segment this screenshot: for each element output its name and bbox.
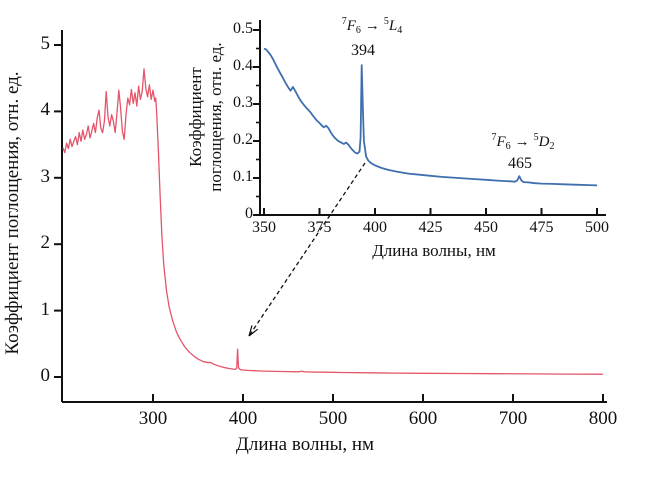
term-sub: 6 xyxy=(505,141,511,152)
main-y-axis-label: Коэффициент поглощения, отн. ед. xyxy=(2,71,23,355)
main-x-tick-300: 300 xyxy=(138,408,168,429)
inset-x-tick-400: 400 xyxy=(363,219,387,236)
term-sub: 2 xyxy=(549,141,555,152)
inset-y-tick-0.4: 0.4 xyxy=(233,57,253,74)
inset-x-tick-425: 425 xyxy=(418,219,443,236)
main-x-tick-800: 800 xyxy=(588,408,618,429)
inset-x-tick-475: 475 xyxy=(529,219,554,236)
inset-x-tick-500: 500 xyxy=(585,219,609,236)
inset-y-axis-label-line2: поглощения, отн. ед. xyxy=(206,42,225,192)
plot-line xyxy=(248,328,259,337)
main-spectrum-curve xyxy=(62,68,604,375)
right-arrow-glyph: → xyxy=(364,18,380,34)
term-sub: 6 xyxy=(355,25,361,36)
inset-y-axis-label-line1: Коэффициент xyxy=(186,67,205,167)
main-x-tick-500: 500 xyxy=(318,408,348,429)
main-y-tick-2: 2 xyxy=(40,232,51,254)
term-letter: D xyxy=(538,134,550,150)
main-y-tick-0: 0 xyxy=(40,365,51,386)
right-arrow-glyph: → xyxy=(514,134,530,150)
main-x-tick-400: 400 xyxy=(228,408,258,429)
inset-x-tick-350: 350 xyxy=(252,219,276,236)
inset-y-tick-0.2: 0.2 xyxy=(233,131,253,148)
term-letter: F xyxy=(346,18,356,34)
term-sup: 5 xyxy=(533,132,539,143)
inset-spectrum-curve xyxy=(263,47,598,187)
main-x-tick-700: 700 xyxy=(498,408,528,429)
plot-line xyxy=(248,325,253,337)
term-letter: F xyxy=(496,134,506,150)
main-x-tick-600: 600 xyxy=(408,408,438,429)
inset-y-tick-0: 0 xyxy=(245,205,253,222)
peak-wavelength-label-465: 465 xyxy=(508,155,532,172)
inset-x-axis-label: Длина волны, нм xyxy=(372,241,496,260)
transition-annotation-5L4: 7F6 → 5L4 xyxy=(282,16,462,36)
main-y-tick-3: 3 xyxy=(40,165,51,187)
inset-y-tick-0.3: 0.3 xyxy=(233,94,253,111)
term-letter: L xyxy=(388,18,398,34)
peak-wavelength-label-394: 394 xyxy=(351,42,375,59)
main-y-tick-5: 5 xyxy=(40,33,51,54)
term-sup: 7 xyxy=(491,132,497,143)
inset-x-tick-450: 450 xyxy=(474,219,498,236)
main-y-tick-4: 4 xyxy=(40,99,51,121)
inset-y-tick-0.1: 0.1 xyxy=(233,168,253,185)
transition-annotation-5D2: 7F6 → 5D2 xyxy=(433,132,613,152)
term-sup: 7 xyxy=(341,16,347,27)
term-sub: 4 xyxy=(397,25,403,36)
inset-y-axis-label: Коэффициент поглощения, отн. ед. xyxy=(186,7,228,227)
main-y-tick-1: 1 xyxy=(40,298,51,320)
main-x-axis-label: Длина волны, нм xyxy=(235,434,375,455)
inset-y-tick-0.5: 0.5 xyxy=(233,20,253,37)
inset-x-tick-375: 375 xyxy=(307,219,332,236)
term-sup: 5 xyxy=(383,16,389,27)
